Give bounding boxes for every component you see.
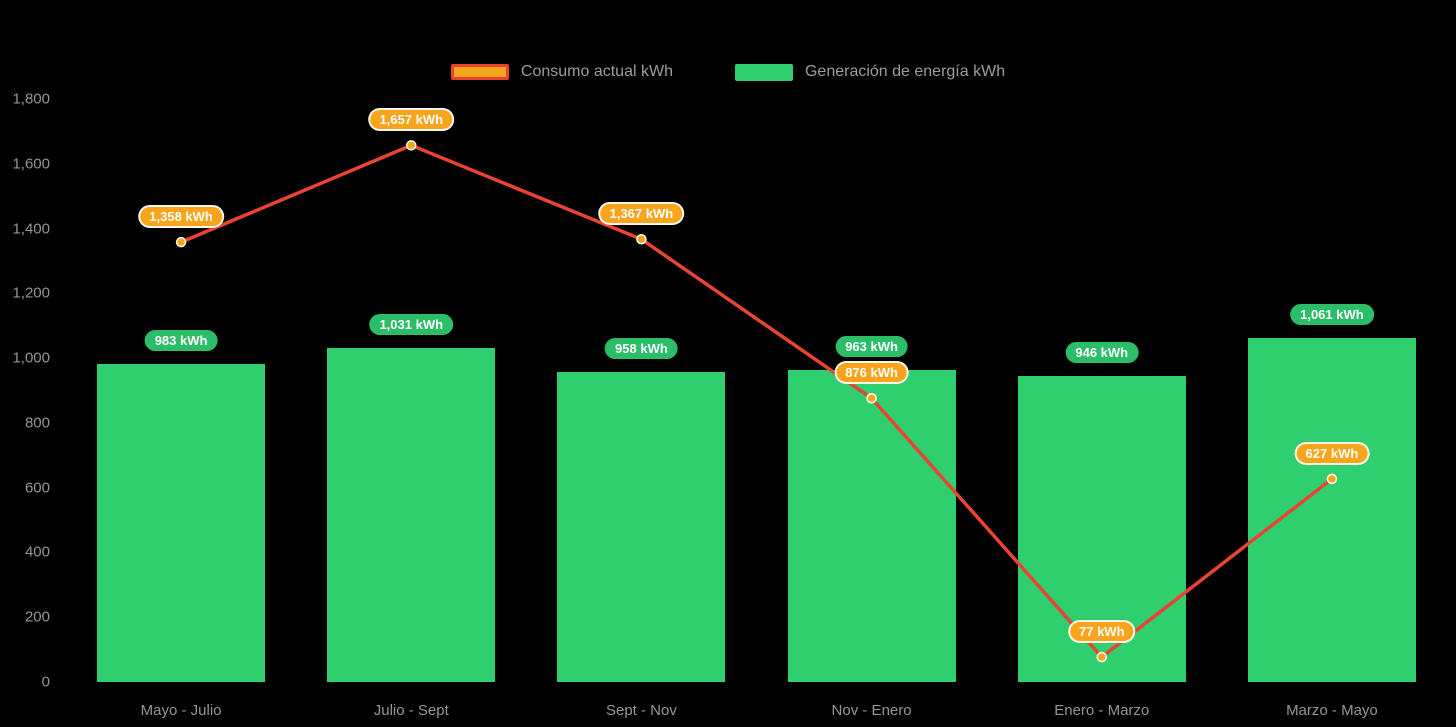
y-axis-tick-label: 200 <box>24 608 50 626</box>
x-axis-category-label: Enero - Marzo <box>1054 702 1150 719</box>
consumption-value-label: 77 kWh <box>1067 620 1136 644</box>
generation-value-label: 1,061 kWh <box>1290 304 1374 326</box>
consumption-point <box>636 233 647 245</box>
generation-value-label: 946 kWh <box>1065 341 1139 363</box>
x-axis-category-label: Julio - Sept <box>373 702 449 719</box>
consumption-value-label: 1,657 kWh <box>368 108 455 132</box>
y-axis-tick-label: 800 <box>24 414 50 432</box>
consumption-value-label: 627 kWh <box>1294 441 1370 465</box>
generation-bar <box>97 363 266 682</box>
x-axis-category-label: Nov - Enero <box>831 702 912 719</box>
chart-legend: Consumo actual kWh Generación de energía… <box>0 63 1456 81</box>
consumption-value-label: 1,367 kWh <box>598 202 685 226</box>
legend-item-consumo[interactable]: Consumo actual kWh <box>450 63 673 81</box>
y-axis-tick-label: 600 <box>24 479 50 497</box>
x-axis-category-label: Sept - Nov <box>605 702 677 719</box>
y-axis-tick-label: 1,400 <box>12 220 50 238</box>
generacion-swatch-icon <box>734 63 793 81</box>
x-axis-category-label: Mayo - Julio <box>140 702 222 719</box>
consumption-value-label: 1,358 kWh <box>138 205 224 229</box>
generation-bar <box>327 348 496 682</box>
legend-item-generacion[interactable]: Generación de energía kWh <box>734 63 1006 81</box>
y-axis-tick-label: 1,800 <box>12 90 50 108</box>
generation-value-label: 963 kWh <box>835 336 908 358</box>
y-axis-tick-label: 0 <box>41 673 50 691</box>
generation-bar <box>557 371 726 682</box>
legend-label-generacion: Generación de energía kWh <box>804 63 1006 80</box>
generation-value-label: 1,031 kWh <box>369 314 454 336</box>
consumption-value-label: 876 kWh <box>834 361 909 385</box>
y-axis-tick-label: 400 <box>24 543 50 561</box>
x-axis-category-label: Marzo - Mayo <box>1286 702 1378 719</box>
legend-label-consumo: Consumo actual kWh <box>520 63 673 80</box>
y-axis-tick-label: 1,600 <box>12 155 50 173</box>
y-axis-tick-label: 1,000 <box>12 349 50 367</box>
consumption-point <box>406 140 417 151</box>
y-axis-tick-label: 1,200 <box>12 284 50 302</box>
generation-bar <box>1247 338 1416 682</box>
consumo-swatch-icon <box>450 64 509 80</box>
generation-value-label: 958 kWh <box>605 337 678 359</box>
consumption-point <box>175 236 187 248</box>
generation-bar <box>787 370 956 682</box>
generation-value-label: 983 kWh <box>144 329 218 351</box>
